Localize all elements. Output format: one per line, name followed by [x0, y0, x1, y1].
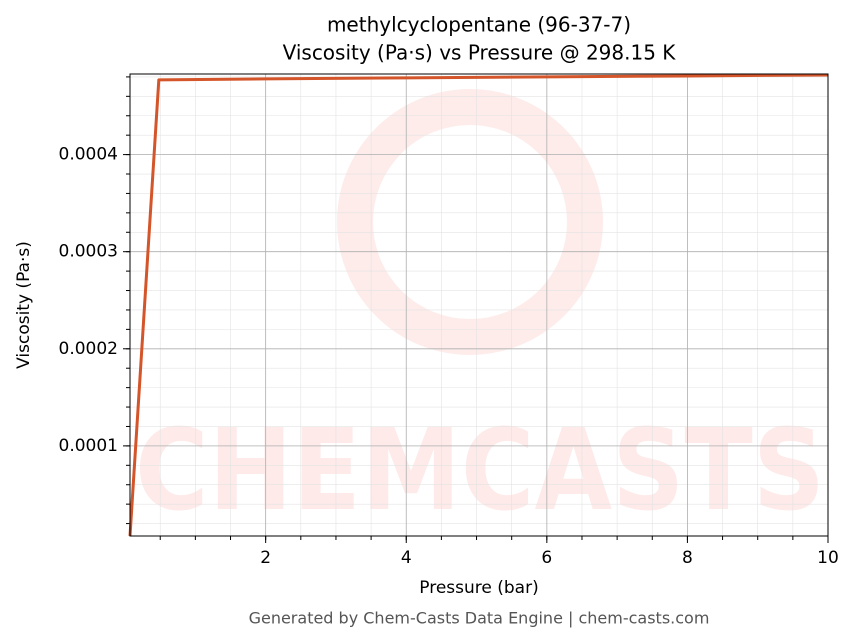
y-tick-label: 0.0004: [59, 145, 118, 165]
y-tick-label: 0.0003: [59, 242, 118, 262]
data-line: [128, 73, 829, 537]
chart-subtitle: Viscosity (Pa·s) vs Pressure @ 298.15 K: [283, 41, 677, 65]
watermark: CHEMCASTS: [135, 89, 825, 536]
y-tick-label: 0.0001: [59, 436, 118, 456]
plot-frame: [129, 73, 829, 537]
watermark-logo: [337, 89, 603, 355]
x-tick-label: 8: [682, 548, 693, 568]
x-tick-label: 6: [541, 548, 552, 568]
x-tick-label: 2: [260, 548, 271, 568]
chart-title: methylcyclopentane (96-37-7): [327, 13, 631, 37]
y-axis-label: Viscosity (Pa·s): [14, 241, 34, 369]
watermark-text: CHEMCASTS: [135, 406, 825, 536]
x-tick-label: 10: [817, 548, 839, 568]
y-tick-label: 0.0002: [59, 339, 118, 359]
x-axis-label: Pressure (bar): [419, 578, 538, 598]
footer: Generated by Chem-Casts Data Engine | ch…: [249, 609, 710, 628]
x-tick-label: 4: [401, 548, 412, 568]
